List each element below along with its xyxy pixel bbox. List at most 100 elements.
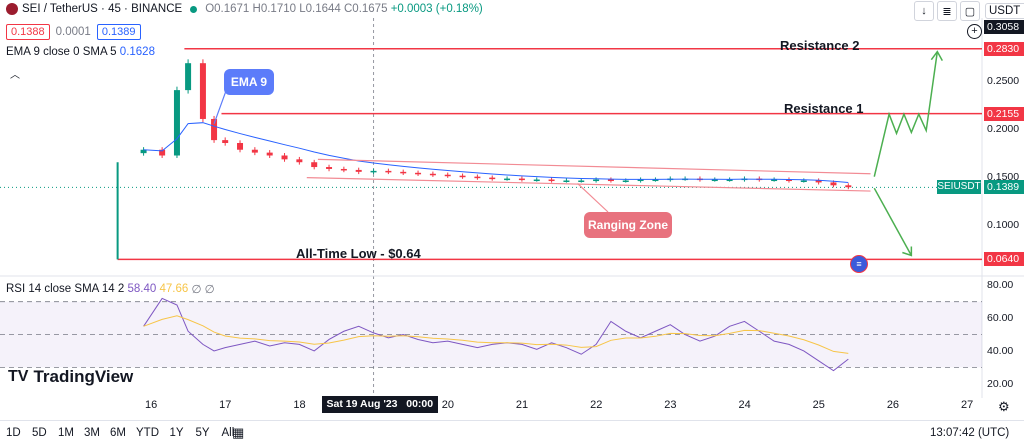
annotations bbox=[213, 50, 943, 257]
ask-button[interactable]: 0.1389 bbox=[96, 24, 141, 40]
timeframe-button[interactable]: 5D bbox=[32, 427, 47, 439]
rsi-empty-values: ∅ ∅ bbox=[191, 284, 215, 296]
spread-value: 0.0001 bbox=[55, 26, 91, 38]
timeframe-button[interactable]: 3M bbox=[84, 427, 100, 439]
candle-body bbox=[140, 149, 147, 154]
rsi-tick: 60.00 bbox=[987, 312, 1014, 325]
resistance-2-label: Resistance 2 bbox=[780, 38, 860, 53]
rsi-sma-value: 47.66 bbox=[159, 283, 189, 295]
candle-body bbox=[652, 179, 659, 182]
candle-body bbox=[489, 177, 496, 180]
low-value: L0.1644 bbox=[299, 3, 341, 15]
rsi-value: 58.40 bbox=[127, 283, 157, 295]
currency-label: USDT bbox=[989, 5, 1021, 17]
time-tick: 21 bbox=[515, 399, 529, 411]
timeframe-button[interactable]: 1D bbox=[6, 427, 21, 439]
candle-body bbox=[622, 180, 629, 182]
compare-icon[interactable]: ≣ bbox=[937, 1, 957, 21]
candle-body bbox=[533, 179, 540, 182]
tradingview-logo: TV TradingView bbox=[8, 367, 133, 387]
candle-body bbox=[504, 178, 511, 181]
time-tick: 25 bbox=[812, 399, 825, 411]
candle-body bbox=[415, 172, 422, 175]
indicator-legend[interactable]: EMA 9 close 0 SMA 5 0.1628 bbox=[6, 46, 155, 58]
candle-body bbox=[593, 179, 600, 182]
candle-body bbox=[251, 149, 258, 153]
bullish-projection bbox=[873, 51, 939, 177]
time-tick: 26 bbox=[886, 399, 900, 411]
time-tick: 20 bbox=[441, 399, 454, 411]
time-tick: 16 bbox=[145, 399, 158, 411]
open-value: O0.1671 bbox=[205, 3, 250, 15]
candle-body bbox=[459, 175, 466, 178]
ema9-label: EMA 9 bbox=[224, 69, 274, 95]
candle-body bbox=[222, 140, 229, 143]
candle-body bbox=[185, 63, 192, 91]
price-chart[interactable] bbox=[0, 0, 1024, 420]
rsi-tick: 20.00 bbox=[987, 377, 1014, 390]
crosshair-time-label: Sat 19 Aug '23 00:00 bbox=[321, 396, 439, 413]
candle-body bbox=[444, 174, 451, 177]
time-tick: 23 bbox=[664, 399, 677, 411]
time-tick: 24 bbox=[738, 399, 751, 411]
timeframe-button[interactable]: 5Y bbox=[195, 427, 210, 439]
price-tick: 0.1500 bbox=[987, 170, 1020, 183]
tv-logo-text: TradingView bbox=[33, 367, 134, 386]
candle-body bbox=[785, 179, 792, 182]
candle-body bbox=[726, 179, 733, 182]
timeframe-button[interactable]: 6M bbox=[110, 427, 126, 439]
sei-logo-icon bbox=[6, 3, 18, 15]
indicator-label: EMA 9 close 0 SMA 5 bbox=[6, 46, 117, 58]
calendar-icon[interactable]: ▦ bbox=[232, 425, 245, 440]
bid-button[interactable]: 0.1388 bbox=[6, 24, 50, 40]
candles bbox=[140, 59, 852, 190]
price-label: 0.0640 bbox=[984, 252, 1024, 267]
rsi-bands bbox=[0, 301, 982, 368]
channel-bottom-line bbox=[306, 177, 871, 192]
timeframe-button[interactable]: 1M bbox=[58, 427, 74, 439]
symbol-price-tag: SEIUSDT bbox=[937, 180, 981, 195]
timeframe-button[interactable]: 1Y bbox=[169, 427, 184, 439]
settings-gear-icon[interactable]: ⚙ bbox=[998, 399, 1010, 414]
rsi-tick: 80.00 bbox=[987, 279, 1014, 292]
change-value: +0.0003 (+0.18%) bbox=[390, 3, 483, 15]
candle-body bbox=[340, 168, 347, 171]
candle-body bbox=[845, 185, 852, 188]
all-time-low-label: All-Time Low - $0.64 bbox=[296, 246, 421, 261]
rsi-legend[interactable]: RSI 14 close SMA 14 2 58.40 47.66 ∅ ∅ bbox=[6, 282, 215, 296]
candle-body bbox=[637, 179, 644, 182]
rsi-series bbox=[143, 297, 849, 372]
tv-logo-icon: TV bbox=[8, 368, 29, 385]
arrow-down-icon[interactable]: ↓ bbox=[914, 1, 934, 21]
timeframe-button[interactable]: YTD bbox=[136, 427, 159, 439]
maximize-icon[interactable]: ▢ bbox=[960, 1, 980, 21]
timeframe-button[interactable]: All bbox=[221, 427, 235, 439]
flag-icon[interactable]: ≡ bbox=[850, 255, 868, 273]
price-tick: 0.1000 bbox=[987, 218, 1020, 231]
bid-ask-row: 0.1388 0.0001 0.1389 bbox=[6, 24, 141, 40]
market-open-icon bbox=[190, 5, 198, 13]
candle-body bbox=[548, 179, 555, 182]
candle-body bbox=[266, 152, 273, 156]
add-alert-icon[interactable]: + bbox=[967, 24, 982, 39]
last-price-label: 0.1389 bbox=[984, 180, 1024, 195]
symbol-title[interactable]: SEI / TetherUS · 45 · BINANCE bbox=[22, 3, 183, 15]
price-label: 0.2830 bbox=[984, 41, 1024, 56]
chart-header: SEI / TetherUS · 45 · BINANCE O0.1671 H0… bbox=[0, 0, 1024, 21]
candle-body bbox=[429, 173, 436, 176]
bottom-divider bbox=[0, 420, 1024, 421]
candle-body bbox=[296, 159, 303, 163]
ranging-zone-label: Ranging Zone bbox=[584, 212, 672, 238]
ranging-pointer bbox=[577, 182, 609, 213]
candle-body bbox=[771, 179, 778, 182]
indicator-value: 0.1628 bbox=[119, 46, 155, 58]
collapse-icon[interactable]: ︿ bbox=[10, 70, 20, 81]
candle-body bbox=[474, 176, 481, 179]
candle-body bbox=[711, 179, 718, 182]
candle-body bbox=[607, 179, 614, 182]
rsi-tick: 40.00 bbox=[987, 344, 1014, 357]
clock[interactable]: 13:07:42 (UTC) bbox=[930, 427, 1010, 439]
candle-body bbox=[281, 155, 288, 160]
candle-body bbox=[370, 170, 377, 173]
currency-select[interactable]: USDT ▼ bbox=[985, 3, 1024, 19]
